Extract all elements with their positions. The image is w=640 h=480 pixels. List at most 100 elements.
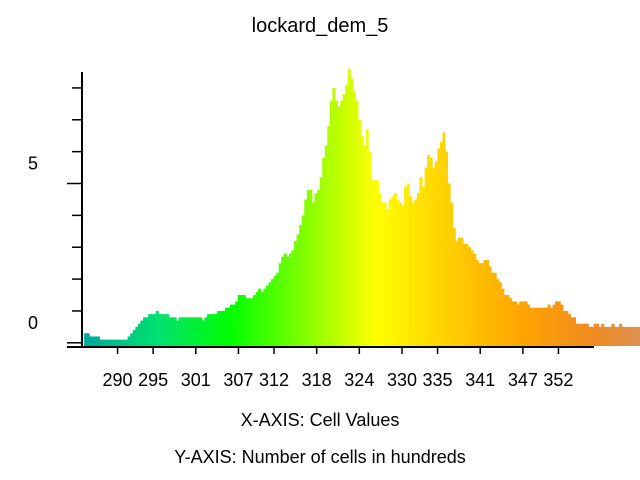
histogram-bar [365,129,369,346]
histogram-bar [247,298,251,346]
histogram-bar [631,326,635,346]
histogram-bar [171,317,175,346]
histogram-bar [542,307,546,346]
histogram-bar [429,158,433,346]
histogram-bar [373,180,377,346]
histogram-bar [145,317,149,346]
histogram-bar [263,288,267,346]
histogram-bar [199,317,203,346]
histogram-bar [217,310,221,346]
histogram-bar [306,189,310,346]
histogram-bar [588,326,592,346]
histogram-bar [463,244,466,346]
histogram-bar [478,263,482,346]
histogram-bar [381,202,385,346]
histogram-bar [89,336,93,346]
histogram-bar [166,314,170,346]
histogram-bar [355,100,359,346]
histogram-bar [163,314,167,346]
histogram-bar [422,186,426,346]
histogram-bar [503,295,507,346]
histogram-bar [352,91,356,347]
histogram-bar [158,314,162,346]
histogram-bar [621,326,625,346]
histogram-bar [143,317,146,346]
histogram-bar [527,304,530,346]
histogram-bar [450,202,454,346]
histogram-bar [181,317,185,346]
histogram-bar [447,183,451,346]
histogram-bar [439,142,443,346]
x-tick-label: 290 [103,370,133,390]
histogram-bar [209,314,213,346]
histogram-bar [514,301,518,346]
histogram-bar [401,205,405,346]
histogram-bar [475,259,479,346]
histogram-bar [516,304,520,346]
histogram-bar [153,314,157,346]
y-axis-label: Y-AXIS: Number of cells in hundreds [174,447,465,467]
histogram-bar [491,272,495,346]
histogram-bar [473,253,477,346]
x-tick-label: 352 [543,370,573,390]
histogram-bar [327,126,331,346]
histogram-bar [222,310,226,346]
histogram-bar [237,295,241,346]
histogram-bar [399,202,402,346]
histogram-bar [511,301,515,346]
histogram-bar [578,323,582,346]
histogram-bar [150,314,154,346]
histogram-bar [358,119,362,346]
histogram-bar [191,317,195,346]
x-axis-label: X-AXIS: Cell Values [241,410,400,430]
histogram-bar [585,323,589,346]
histogram-bar [616,326,620,346]
histogram-bar [107,339,111,346]
histogram-bar [483,259,487,346]
histogram-bar [488,266,492,346]
histogram-bar [204,317,208,346]
histogram-bar [593,323,597,346]
x-tick-label: 330 [387,370,417,390]
histogram-bar [127,336,131,346]
histogram-bar [419,177,423,346]
histogram-bar [189,317,193,346]
histogram-bar [606,326,610,346]
histogram-bar [378,193,382,346]
histogram-bar [140,320,144,346]
histogram-bar [119,339,123,346]
histogram-bar [498,282,502,346]
histogram-bar [299,224,303,346]
histogram-bar [122,339,126,346]
histogram-bar [445,151,449,346]
histogram-bar [529,307,533,346]
histogram-bar [601,323,605,346]
histogram-bar [452,228,456,346]
histogram-bar [396,199,400,346]
histogram-bar [278,263,282,346]
x-tick-label: 341 [465,370,495,390]
histogram-bar [534,307,538,346]
x-tick-label: 324 [344,370,374,390]
histogram-bar [258,288,262,346]
histogram-bar [117,339,121,346]
x-tick-label: 318 [302,370,332,390]
histogram-bar [404,186,408,346]
histogram-bar [368,151,372,346]
histogram-bar [457,237,461,346]
histogram-bar [521,301,525,346]
histogram-bar [345,84,349,347]
histogram-bar [591,326,594,346]
histogram-bar [557,301,561,346]
histogram-bar [493,272,497,346]
histogram-bar [611,323,615,346]
histogram-bar [598,326,602,346]
histogram-bar [496,279,500,346]
histogram-bar [363,145,367,346]
histogram-bar [224,307,228,346]
histogram-bar [506,295,510,346]
histogram-bar [286,256,290,346]
histogram-bar [468,247,472,346]
histogram-bar [460,237,464,346]
